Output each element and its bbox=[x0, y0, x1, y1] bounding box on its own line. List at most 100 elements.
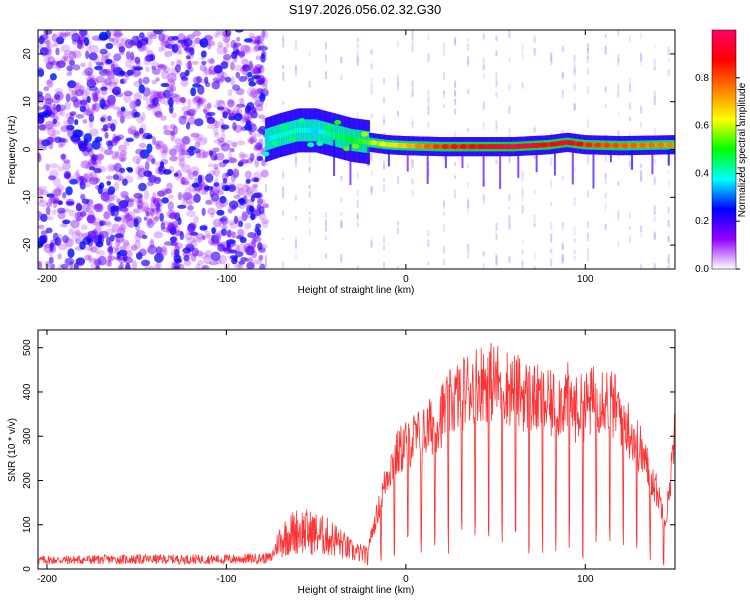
noise-speckle bbox=[38, 118, 43, 124]
striation-mark bbox=[628, 84, 631, 92]
noise-speckle bbox=[189, 231, 199, 236]
striation-mark bbox=[340, 197, 343, 202]
noise-speckle bbox=[113, 30, 123, 39]
striation-mark bbox=[294, 67, 297, 77]
spectrogram-y-tick-label: -20 bbox=[22, 237, 33, 252]
ridge-core bbox=[340, 134, 343, 140]
noise-speckle bbox=[180, 76, 189, 81]
striation-mark bbox=[427, 97, 430, 103]
noise-speckle bbox=[197, 174, 203, 184]
striation-mark bbox=[294, 65, 297, 71]
ridge-core bbox=[430, 143, 433, 149]
noise-speckle bbox=[75, 257, 86, 266]
spectrogram-marks bbox=[38, 30, 675, 269]
ridge-core bbox=[376, 140, 379, 146]
noise-speckle bbox=[215, 79, 224, 84]
noise-speckle bbox=[49, 73, 57, 81]
noise-speckle bbox=[254, 66, 262, 76]
striation-mark bbox=[586, 56, 589, 64]
noise-speckle bbox=[81, 180, 92, 188]
noise-speckle bbox=[38, 224, 45, 230]
noise-speckle bbox=[50, 133, 57, 143]
noise-speckle bbox=[88, 85, 98, 92]
noise-speckle bbox=[145, 54, 154, 62]
snr-y-tick-label: 500 bbox=[22, 339, 33, 356]
ridge-core bbox=[273, 134, 276, 140]
ridge-blob bbox=[352, 143, 360, 149]
striation-mark bbox=[324, 212, 327, 218]
noise-speckle bbox=[113, 106, 121, 111]
noise-speckle bbox=[222, 111, 228, 119]
noise-speckle bbox=[235, 71, 241, 79]
striation-mark bbox=[467, 200, 470, 208]
noise-speckle bbox=[124, 71, 130, 81]
noise-speckle bbox=[75, 169, 80, 177]
noise-speckle bbox=[227, 156, 236, 164]
noise-speckle bbox=[184, 232, 193, 240]
striation-mark bbox=[495, 222, 498, 231]
striation-mark bbox=[508, 221, 511, 230]
noise-speckle bbox=[192, 83, 201, 88]
striation-mark bbox=[411, 80, 414, 88]
noise-speckle bbox=[202, 151, 209, 159]
noise-speckle bbox=[213, 32, 220, 39]
noise-speckle bbox=[210, 251, 221, 262]
striation-mark bbox=[356, 43, 359, 49]
noise-speckle bbox=[223, 46, 228, 55]
noise-speckle bbox=[54, 237, 62, 247]
noise-speckle bbox=[186, 200, 193, 206]
ridge-core bbox=[582, 142, 585, 147]
noise-speckle bbox=[238, 151, 246, 160]
noise-speckle bbox=[163, 124, 170, 130]
noise-speckle bbox=[242, 195, 248, 205]
noise-speckle bbox=[210, 239, 221, 246]
striation-mark bbox=[427, 122, 430, 129]
figure-title: S197.2026.056.02.32.G30 bbox=[289, 2, 442, 17]
ridge-core bbox=[338, 134, 342, 140]
striation-mark bbox=[356, 171, 359, 180]
noise-speckle bbox=[52, 97, 60, 104]
spike-mark bbox=[571, 147, 574, 185]
ridge-core bbox=[356, 138, 359, 144]
striation-mark bbox=[454, 89, 457, 96]
noise-speckle bbox=[86, 214, 96, 224]
striation-mark bbox=[356, 199, 359, 208]
noise-speckle bbox=[165, 43, 175, 49]
noise-speckle bbox=[158, 63, 167, 70]
noise-speckle bbox=[177, 149, 186, 156]
noise-speckle bbox=[85, 107, 95, 116]
ridge-core bbox=[636, 142, 639, 148]
striation-mark bbox=[443, 223, 446, 232]
noise-speckle bbox=[38, 96, 47, 106]
noise-speckle bbox=[204, 249, 213, 258]
noise-speckle bbox=[84, 142, 93, 153]
noise-speckle bbox=[186, 121, 191, 130]
noise-speckle bbox=[123, 113, 133, 120]
noise-speckle bbox=[180, 149, 191, 156]
noise-speckle bbox=[126, 69, 134, 76]
striation-mark bbox=[324, 254, 327, 259]
ridge-blob bbox=[289, 136, 297, 142]
noise-speckle bbox=[57, 253, 62, 260]
noise-speckle bbox=[69, 111, 77, 117]
noise-speckle bbox=[104, 78, 112, 86]
striation-mark bbox=[533, 126, 536, 132]
noise-speckle bbox=[112, 57, 117, 67]
noise-speckle bbox=[183, 38, 193, 47]
noise-speckle bbox=[120, 190, 129, 198]
striation-mark bbox=[586, 48, 589, 55]
noise-speckle bbox=[56, 60, 66, 69]
striation-mark bbox=[653, 159, 656, 165]
noise-speckle bbox=[87, 159, 95, 168]
striation-mark bbox=[533, 266, 536, 269]
striation-mark bbox=[533, 37, 536, 44]
noise-speckle bbox=[225, 43, 230, 48]
noise-speckle bbox=[94, 96, 105, 102]
noise-speckle bbox=[251, 131, 257, 140]
noise-speckle bbox=[38, 106, 44, 111]
noise-speckle bbox=[120, 193, 127, 200]
ridge-core bbox=[573, 140, 577, 146]
noise-speckle bbox=[92, 54, 100, 64]
noise-speckle bbox=[178, 115, 187, 125]
